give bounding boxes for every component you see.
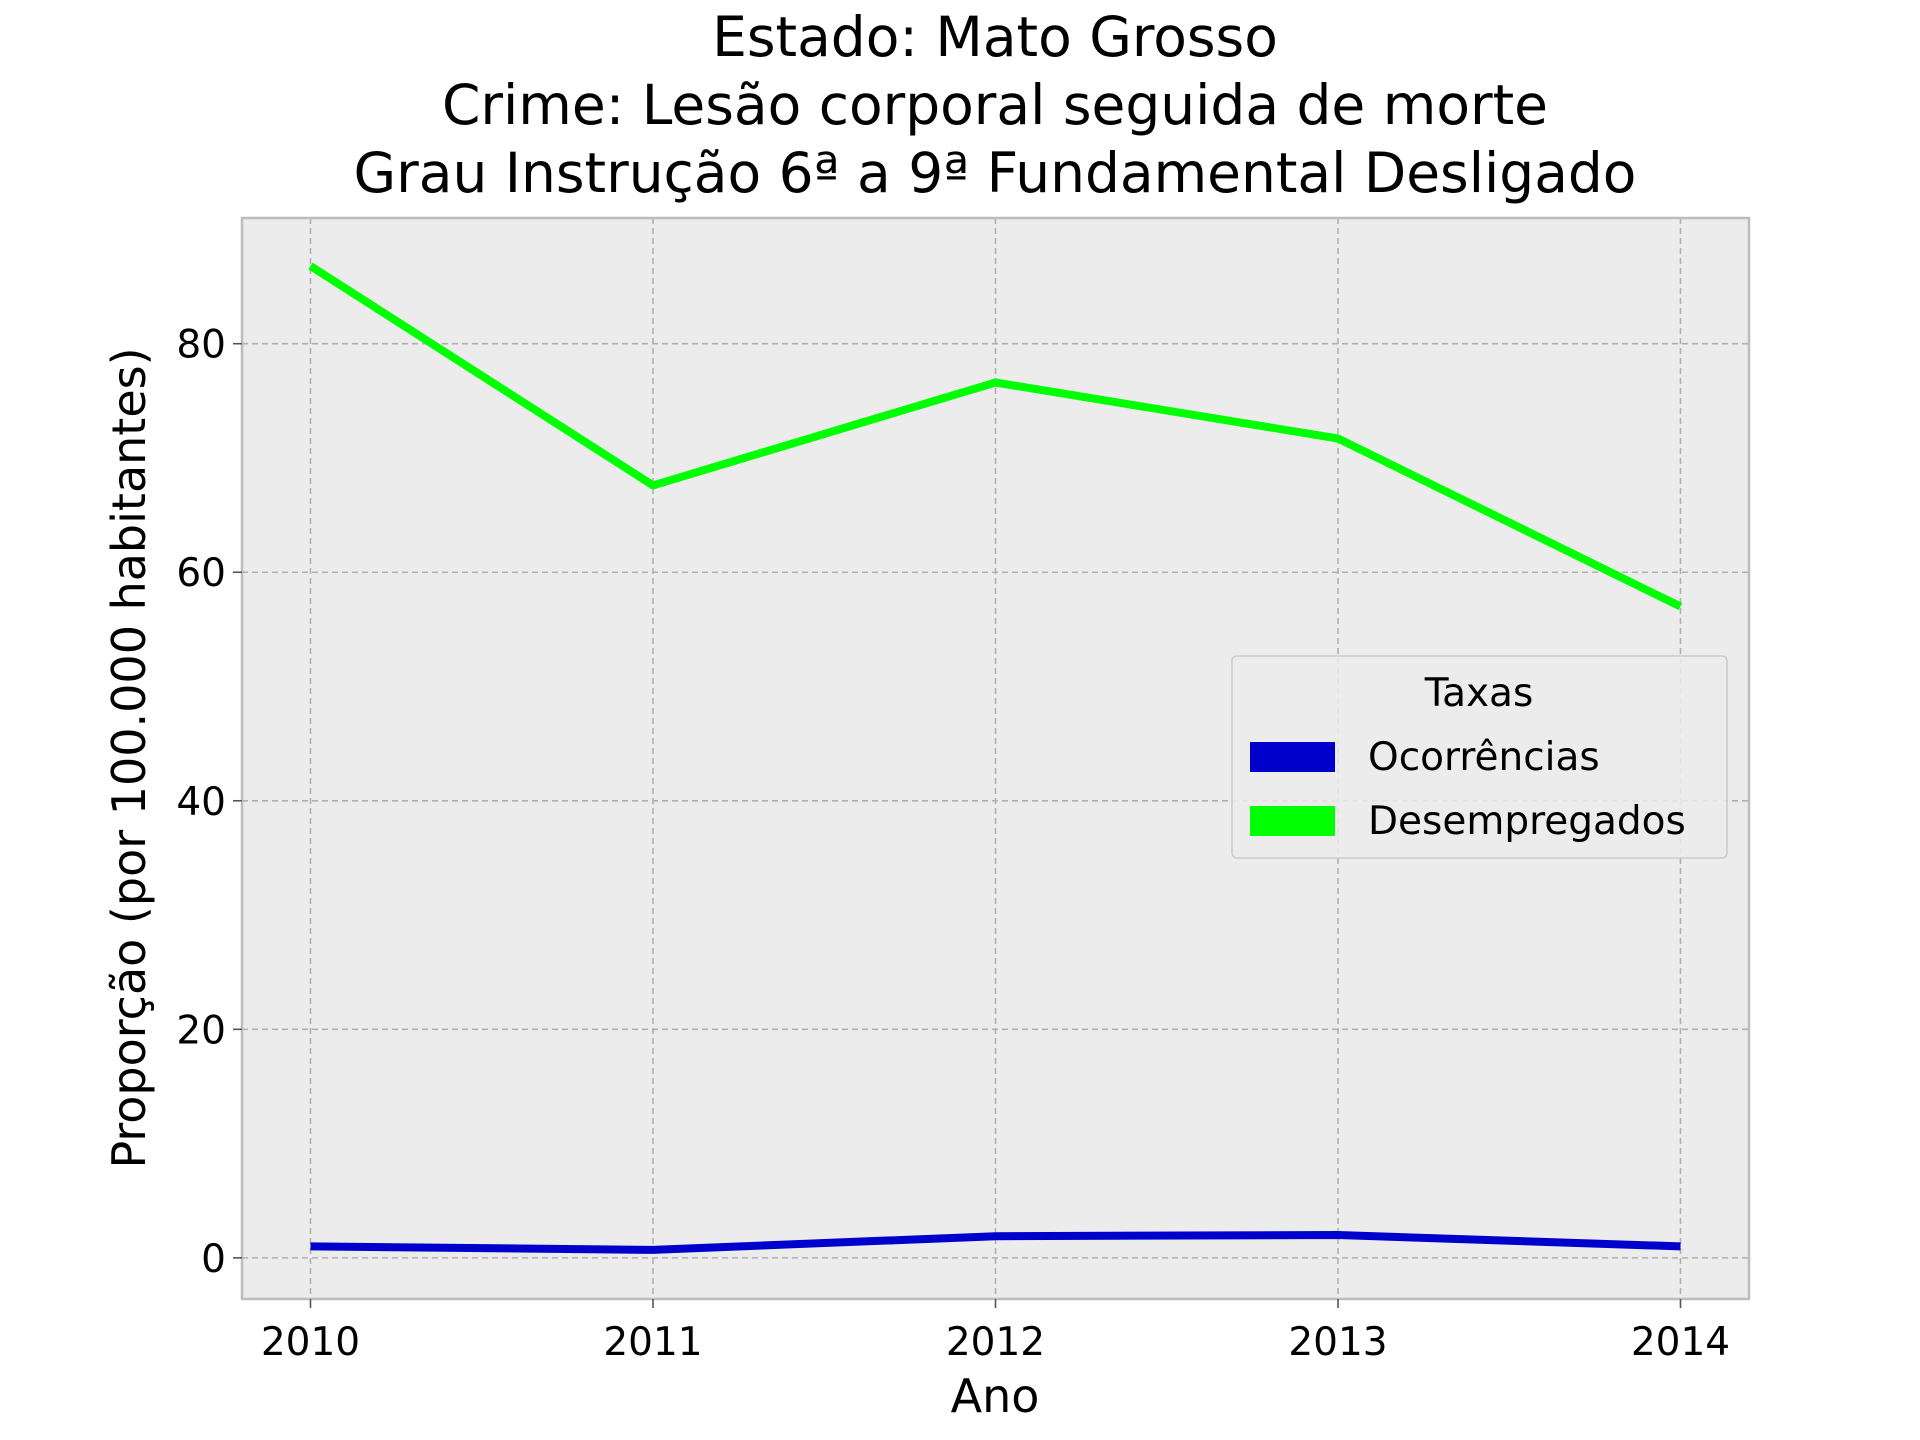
legend-label-ocorrencias: Ocorrências — [1368, 735, 1600, 780]
y-tick-label: 40 — [176, 780, 226, 825]
x-tick-label: 2014 — [1631, 1320, 1730, 1365]
legend-swatch-ocorrencias — [1250, 742, 1335, 772]
legend: Taxas Ocorrências Desempregados — [1231, 655, 1728, 859]
y-tick-label: 60 — [176, 551, 226, 596]
y-axis-label: Proporção (por 100.000 habitantes) — [102, 347, 156, 1168]
x-tick-label: 2012 — [946, 1320, 1045, 1365]
title-line-2: Crime: Lesão corporal seguida de morte — [442, 73, 1548, 137]
axis-ticks: 2010 2011 2012 2013 2014 0 20 40 60 80 — [176, 323, 1730, 1365]
series-line-desempregados — [308, 262, 1683, 611]
y-tick-label: 20 — [176, 1008, 226, 1053]
series-lines — [308, 262, 1683, 1254]
grid — [242, 218, 1749, 1299]
y-tick-label: 80 — [176, 323, 226, 368]
title-line-1: Estado: Mato Grosso — [712, 5, 1278, 69]
chart-title: Estado: Mato Grosso Crime: Lesão corpora… — [354, 5, 1637, 205]
x-tick-label: 2013 — [1288, 1320, 1387, 1365]
title-line-3: Grau Instrução 6ª a 9ª Fundamental Desli… — [354, 141, 1637, 205]
x-tick-label: 2010 — [261, 1320, 360, 1365]
legend-box — [1231, 655, 1728, 859]
series-line-ocorrencias — [310, 1231, 1681, 1254]
legend-title: Taxas — [1424, 671, 1534, 716]
legend-swatch-desempregados — [1250, 806, 1335, 836]
legend-label-desempregados: Desempregados — [1368, 799, 1686, 844]
x-axis-label: Ano — [951, 1369, 1040, 1423]
x-tick-label: 2011 — [603, 1320, 702, 1365]
y-tick-label: 0 — [201, 1237, 226, 1282]
